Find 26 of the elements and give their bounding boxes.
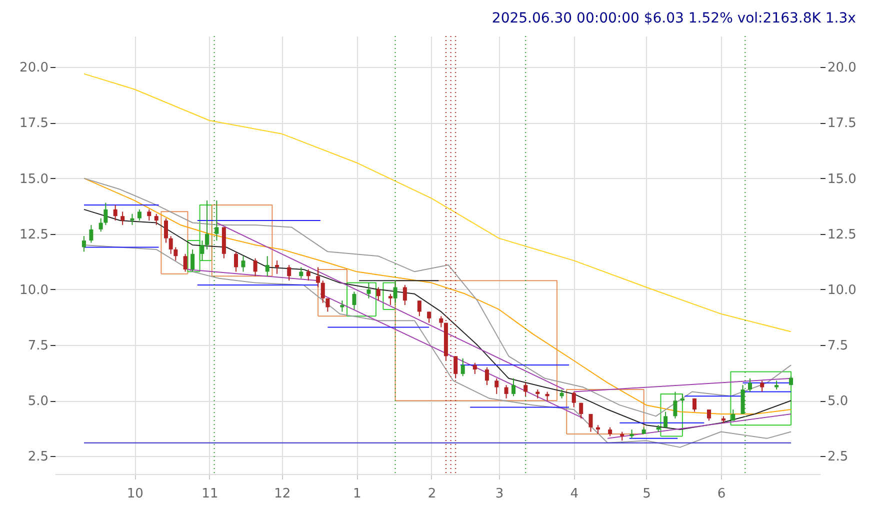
x-tick-label: 3: [495, 486, 504, 502]
chart-title: 2025.06.30 00:00:00 $6.03 1.52% vol:2163.8K 1.3x: [492, 10, 856, 26]
y-tick-label: 15.0: [20, 172, 48, 187]
y2-tick-label: 5.0: [828, 394, 848, 410]
x-tick-label: 11: [202, 486, 218, 502]
x-tick-label: 12: [274, 486, 291, 502]
y-tick-label: 12.5: [20, 227, 48, 242]
y2-tick-label: 2.5: [828, 450, 848, 465]
y2-tick-label: 7.5: [828, 338, 848, 354]
y2-tick-label: 17.5: [828, 116, 856, 132]
y2-tick-label: 15.0: [828, 172, 856, 187]
y2-tick-label: 20.0: [828, 60, 856, 76]
y2-tick-label: 12.5: [828, 227, 856, 242]
x-tick-label: 2: [428, 486, 436, 502]
x-tick-label: 6: [717, 486, 726, 502]
y-tick-label: 2.5: [28, 450, 48, 465]
x-tick-label: 4: [570, 486, 578, 502]
y-tick-label: 17.5: [20, 116, 48, 132]
x-tick-label: 5: [642, 486, 651, 502]
x-tick-label: 1: [353, 486, 362, 502]
y-tick-label: 10.0: [20, 282, 48, 298]
y-tick-label: 7.5: [28, 338, 48, 354]
x-tick-label: 10: [126, 486, 144, 502]
y-tick-label: 20.0: [20, 60, 48, 76]
y-tick-label: 5.0: [28, 394, 48, 410]
y2-tick-label: 10.0: [828, 282, 856, 298]
